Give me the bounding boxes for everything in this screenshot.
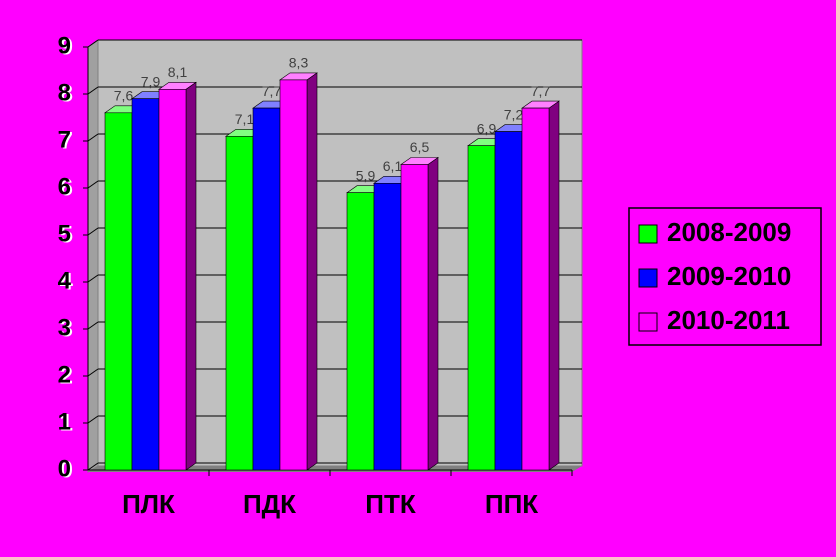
grid-line-side — [87, 462, 99, 471]
value-label: 6,5 — [410, 139, 430, 155]
grid-line-side — [87, 274, 99, 283]
grid-line-side — [87, 227, 99, 236]
grid-line-side — [87, 180, 99, 189]
y-tick-label-shadow: 9 — [60, 33, 73, 60]
legend-label: 2008-2009 — [667, 217, 791, 247]
bar-front — [373, 183, 402, 471]
bar-side — [548, 100, 560, 471]
bar-front — [131, 98, 160, 471]
value-label: 6,9 — [477, 120, 497, 136]
y-tick-label: 8 — [58, 79, 71, 106]
bar — [158, 81, 197, 471]
grid-line-side — [87, 368, 99, 377]
value-label: 5,9 — [356, 167, 376, 183]
y-tick-label-shadow: 3 — [60, 315, 73, 342]
y-tick-label-shadow: 6 — [60, 174, 73, 201]
y-tick-label-shadow: 7 — [60, 127, 73, 154]
legend-swatch — [638, 224, 658, 244]
bar — [400, 156, 439, 471]
value-label: 7,9 — [141, 73, 161, 89]
legend-box — [628, 207, 822, 346]
x-tick-label: ПЛК — [122, 489, 175, 519]
bar-side — [306, 72, 318, 471]
y-tick-label-shadow: 1 — [60, 409, 73, 436]
side-wall — [87, 39, 99, 473]
y-tick-label: 2 — [58, 361, 71, 388]
y-tick-label-shadow: 8 — [60, 80, 73, 107]
value-label: 7,7 — [262, 83, 282, 99]
value-label: 6,1 — [383, 158, 403, 174]
legend-swatch — [638, 312, 658, 332]
y-tick-label: 7 — [58, 126, 71, 153]
grid-line-side — [87, 415, 99, 424]
y-tick-label: 3 — [58, 314, 71, 341]
y-tick-label-shadow: 2 — [60, 362, 73, 389]
legend-swatch — [638, 268, 658, 288]
y-tick-label: 6 — [58, 173, 71, 200]
bar-front — [521, 107, 550, 471]
x-tick-label: ППК — [485, 489, 538, 519]
grid-line-side — [87, 39, 99, 48]
bar-front — [494, 131, 523, 471]
legend-label: 2009-2010 — [667, 261, 791, 291]
value-label: 7,6 — [114, 88, 134, 104]
value-label: 7,1 — [235, 111, 255, 127]
y-tick-label-shadow: 5 — [60, 221, 73, 248]
bar-front — [158, 89, 187, 471]
bar-front — [400, 164, 429, 471]
bar-front — [252, 107, 281, 471]
grid-line-side — [87, 133, 99, 142]
y-tick-label: 9 — [58, 32, 71, 59]
bar-front — [467, 145, 496, 471]
value-label: 7,7 — [531, 83, 551, 99]
y-tick-label: 4 — [58, 267, 72, 294]
grid-line-side — [87, 321, 99, 330]
value-label: 8,1 — [168, 64, 188, 80]
grid-line-side — [87, 86, 99, 95]
value-label: 8,3 — [289, 55, 309, 71]
x-tick-label: ПДК — [243, 489, 296, 519]
bar-front — [225, 136, 254, 471]
bar — [521, 100, 560, 471]
legend: 2008-2009 2009-2010 2010-2011 — [628, 207, 822, 346]
bar-side — [185, 81, 197, 471]
y-tick-label: 5 — [58, 220, 71, 247]
bar — [279, 72, 318, 471]
bar-front — [104, 112, 133, 471]
y-tick-label-shadow: 4 — [60, 268, 74, 295]
x-tick-label: ПТК — [365, 489, 416, 519]
bar-front — [346, 192, 375, 471]
y-tick-label-shadow: 0 — [60, 456, 73, 483]
legend-label: 2010-2011 — [667, 305, 790, 335]
y-tick-label: 1 — [58, 408, 71, 435]
bar-front — [279, 79, 308, 471]
bar-side — [427, 156, 439, 471]
y-tick-label: 0 — [58, 455, 71, 482]
value-label: 7,2 — [504, 106, 524, 122]
